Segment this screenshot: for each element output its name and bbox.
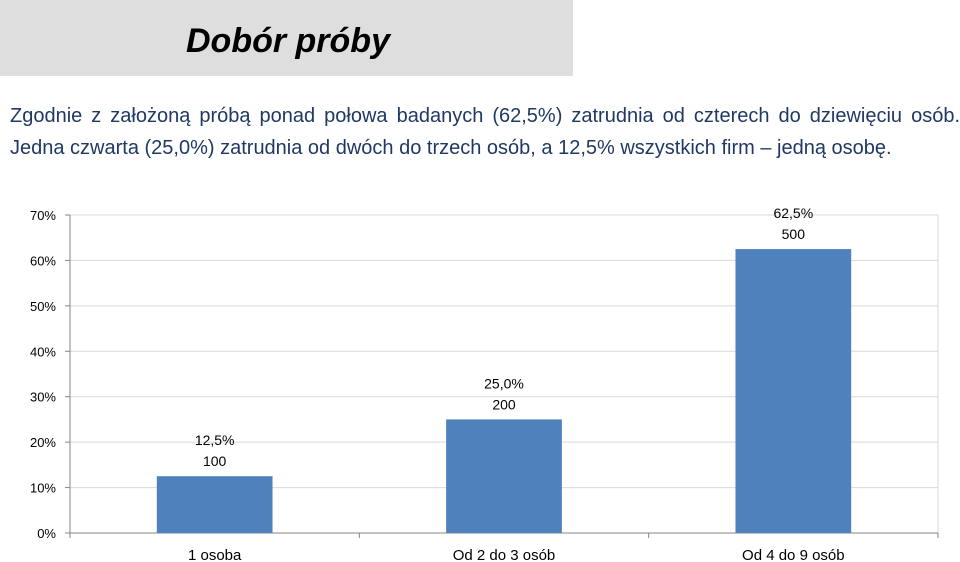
y-tick-label: 60% bbox=[30, 253, 56, 268]
y-tick-label: 30% bbox=[30, 390, 56, 405]
y-tick-label: 20% bbox=[30, 435, 56, 450]
x-category-label: Od 4 do 9 osób bbox=[742, 547, 845, 562]
y-tick-label: 10% bbox=[30, 481, 56, 496]
x-category-label: Od 2 do 3 osób bbox=[453, 547, 556, 562]
y-tick-label: 0% bbox=[37, 526, 56, 541]
data-label-percent: 25,0% bbox=[484, 375, 524, 391]
y-tick-label: 50% bbox=[30, 299, 56, 314]
bar bbox=[156, 476, 273, 533]
y-tick-label: 70% bbox=[30, 208, 56, 223]
page-title: Dobór próby bbox=[186, 22, 390, 60]
data-label-count: 500 bbox=[782, 226, 806, 242]
bar bbox=[735, 249, 852, 534]
x-category-label: 1 osoba bbox=[188, 547, 242, 562]
data-label-percent: 12,5% bbox=[195, 432, 235, 448]
data-label-count: 200 bbox=[492, 396, 516, 412]
data-label-percent: 62,5% bbox=[773, 205, 813, 221]
data-label-count: 100 bbox=[203, 453, 227, 469]
bar bbox=[446, 419, 562, 533]
title-banner bbox=[0, 0, 573, 76]
y-tick-label: 40% bbox=[30, 344, 56, 359]
description-text: Zgodnie z założoną próbą ponad połowa ba… bbox=[10, 105, 960, 159]
